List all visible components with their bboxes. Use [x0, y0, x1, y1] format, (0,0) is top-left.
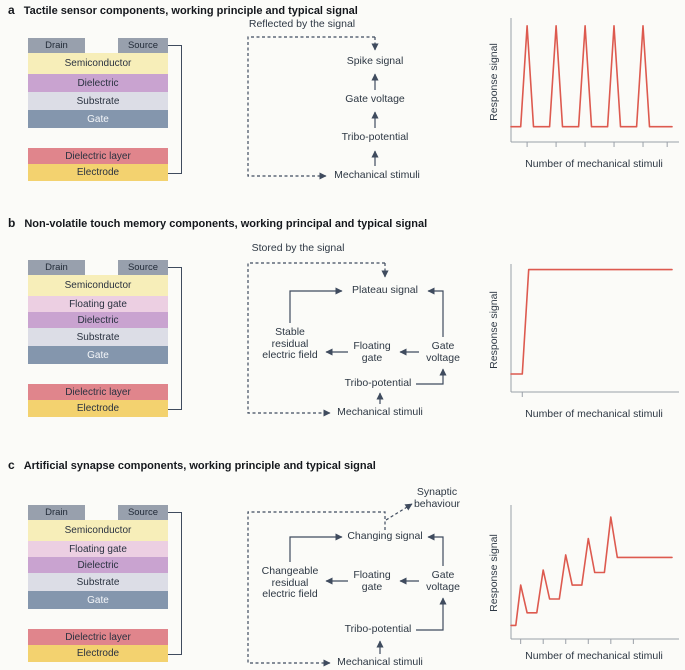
tribo-dielectric-layer: Dielectric layer: [28, 384, 168, 400]
flow-node-stable-residual-field: Stable residual electric field: [262, 326, 318, 361]
loop-label-a: Reflected by the signal: [248, 18, 356, 30]
floating-gate-layer: Floating gate: [28, 541, 168, 557]
flow-node-mechanical-stimuli: Mechanical stimuli: [337, 406, 423, 418]
y-axis-label-a: Response signal: [488, 43, 500, 121]
panel-b-title: b Non-volatile touch memory components, …: [8, 216, 427, 230]
drain-layer: Drain: [28, 38, 85, 53]
panel-c-title: c Artificial synapse components, working…: [8, 458, 376, 472]
dielectric-layer: Dielectric: [28, 557, 168, 573]
contact-row-c: Drain Source: [28, 505, 168, 520]
arrow-gatevoltage-to-plateau-b: [427, 287, 444, 337]
gate-electrode-wire-c: [168, 512, 182, 655]
electrode-layer: Electrode: [28, 645, 168, 662]
flow-node-changeable-residual-field: Changeable residual electric field: [261, 565, 319, 600]
flow-node-tribo-potential: Tribo-potential: [344, 377, 412, 389]
y-axis-label-c: Response signal: [488, 534, 500, 612]
flow-node-mechanical-stimuli: Mechanical stimuli: [334, 169, 420, 181]
x-axis-label-b: Number of mechanical stimuli: [525, 408, 663, 420]
device-stack-a: Drain Source Semiconductor Dielectric Su…: [28, 38, 168, 181]
flow-node-gate-voltage: Gate voltage: [426, 340, 460, 364]
signal-chart-b: [510, 264, 679, 397]
panel-c-letter: c: [8, 458, 15, 472]
stack-gap: [28, 364, 168, 384]
panel-a-title-text: Tactile sensor components, working princ…: [23, 5, 358, 17]
substrate-layer: Substrate: [28, 328, 168, 346]
flow-node-gate-voltage: Gate voltage: [426, 569, 460, 593]
flow-node-tribo-potential: Tribo-potential: [341, 131, 409, 143]
flow-node-floating-gate: Floating gate: [353, 569, 391, 593]
arrow-gatevoltage-to-changing-c: [427, 533, 444, 566]
semiconductor-layer: Semiconductor: [28, 275, 168, 296]
arrow-tribo-to-gatevoltage-b: [416, 368, 447, 385]
panel-a-letter: a: [8, 3, 15, 17]
source-layer: Source: [118, 38, 168, 53]
contact-row-b: Drain Source: [28, 260, 168, 275]
dashed-arrow-to-synaptic-behaviour: [385, 503, 413, 521]
flow-node-changing-signal: Changing signal: [347, 530, 423, 542]
flow-node-tribo-potential: Tribo-potential: [344, 623, 412, 635]
flow-node-synaptic-behaviour: Synaptic behaviour: [413, 486, 461, 510]
substrate-layer: Substrate: [28, 573, 168, 591]
semiconductor-layer: Semiconductor: [28, 520, 168, 541]
x-axis-label-a: Number of mechanical stimuli: [525, 158, 663, 170]
loop-label-b: Stored by the signal: [251, 242, 345, 254]
flow-node-mechanical-stimuli: Mechanical stimuli: [337, 656, 423, 668]
dielectric-layer: Dielectric: [28, 74, 168, 92]
floating-gate-layer: Floating gate: [28, 296, 168, 312]
tribo-dielectric-layer: Dielectric layer: [28, 629, 168, 645]
y-axis-label-b: Response signal: [488, 291, 500, 369]
tribo-dielectric-layer: Dielectric layer: [28, 148, 168, 164]
signal-chart-c: [510, 505, 679, 644]
gate-layer: Gate: [28, 346, 168, 364]
flow-node-floating-gate: Floating gate: [353, 340, 391, 364]
electrode-layer: Electrode: [28, 164, 168, 181]
panel-b-letter: b: [8, 216, 16, 230]
panel-c-title-text: Artificial synapse components, working p…: [23, 460, 376, 472]
flow-node-spike-signal: Spike signal: [346, 55, 404, 67]
gate-layer: Gate: [28, 110, 168, 128]
electrode-layer: Electrode: [28, 400, 168, 417]
source-layer: Source: [118, 505, 168, 520]
device-stack-c: Drain Source Semiconductor Floating gate…: [28, 505, 168, 662]
arrow-tribo-to-gatevoltage-c: [416, 597, 447, 631]
drain-layer: Drain: [28, 505, 85, 520]
gate-electrode-wire-b: [168, 267, 182, 410]
substrate-layer: Substrate: [28, 92, 168, 110]
arrow-residual-to-changing-c: [289, 533, 343, 562]
gate-electrode-wire-a: [168, 45, 182, 174]
device-stack-b: Drain Source Semiconductor Floating gate…: [28, 260, 168, 417]
semiconductor-layer: Semiconductor: [28, 53, 168, 74]
contact-row-a: Drain Source: [28, 38, 168, 53]
drain-layer: Drain: [28, 260, 85, 275]
gate-layer: Gate: [28, 591, 168, 609]
arrow-residual-to-plateau-b: [289, 287, 343, 323]
panel-a-title: a Tactile sensor components, working pri…: [8, 3, 358, 17]
dielectric-layer: Dielectric: [28, 312, 168, 328]
flow-node-plateau-signal: Plateau signal: [352, 284, 418, 296]
source-layer: Source: [118, 260, 168, 275]
signal-chart-a: [510, 18, 679, 147]
stack-gap: [28, 609, 168, 629]
x-axis-label-c: Number of mechanical stimuli: [525, 650, 663, 662]
flow-node-gate-voltage: Gate voltage: [345, 93, 405, 105]
stack-gap: [28, 128, 168, 148]
panel-b-title-text: Non-volatile touch memory components, wo…: [24, 218, 428, 230]
